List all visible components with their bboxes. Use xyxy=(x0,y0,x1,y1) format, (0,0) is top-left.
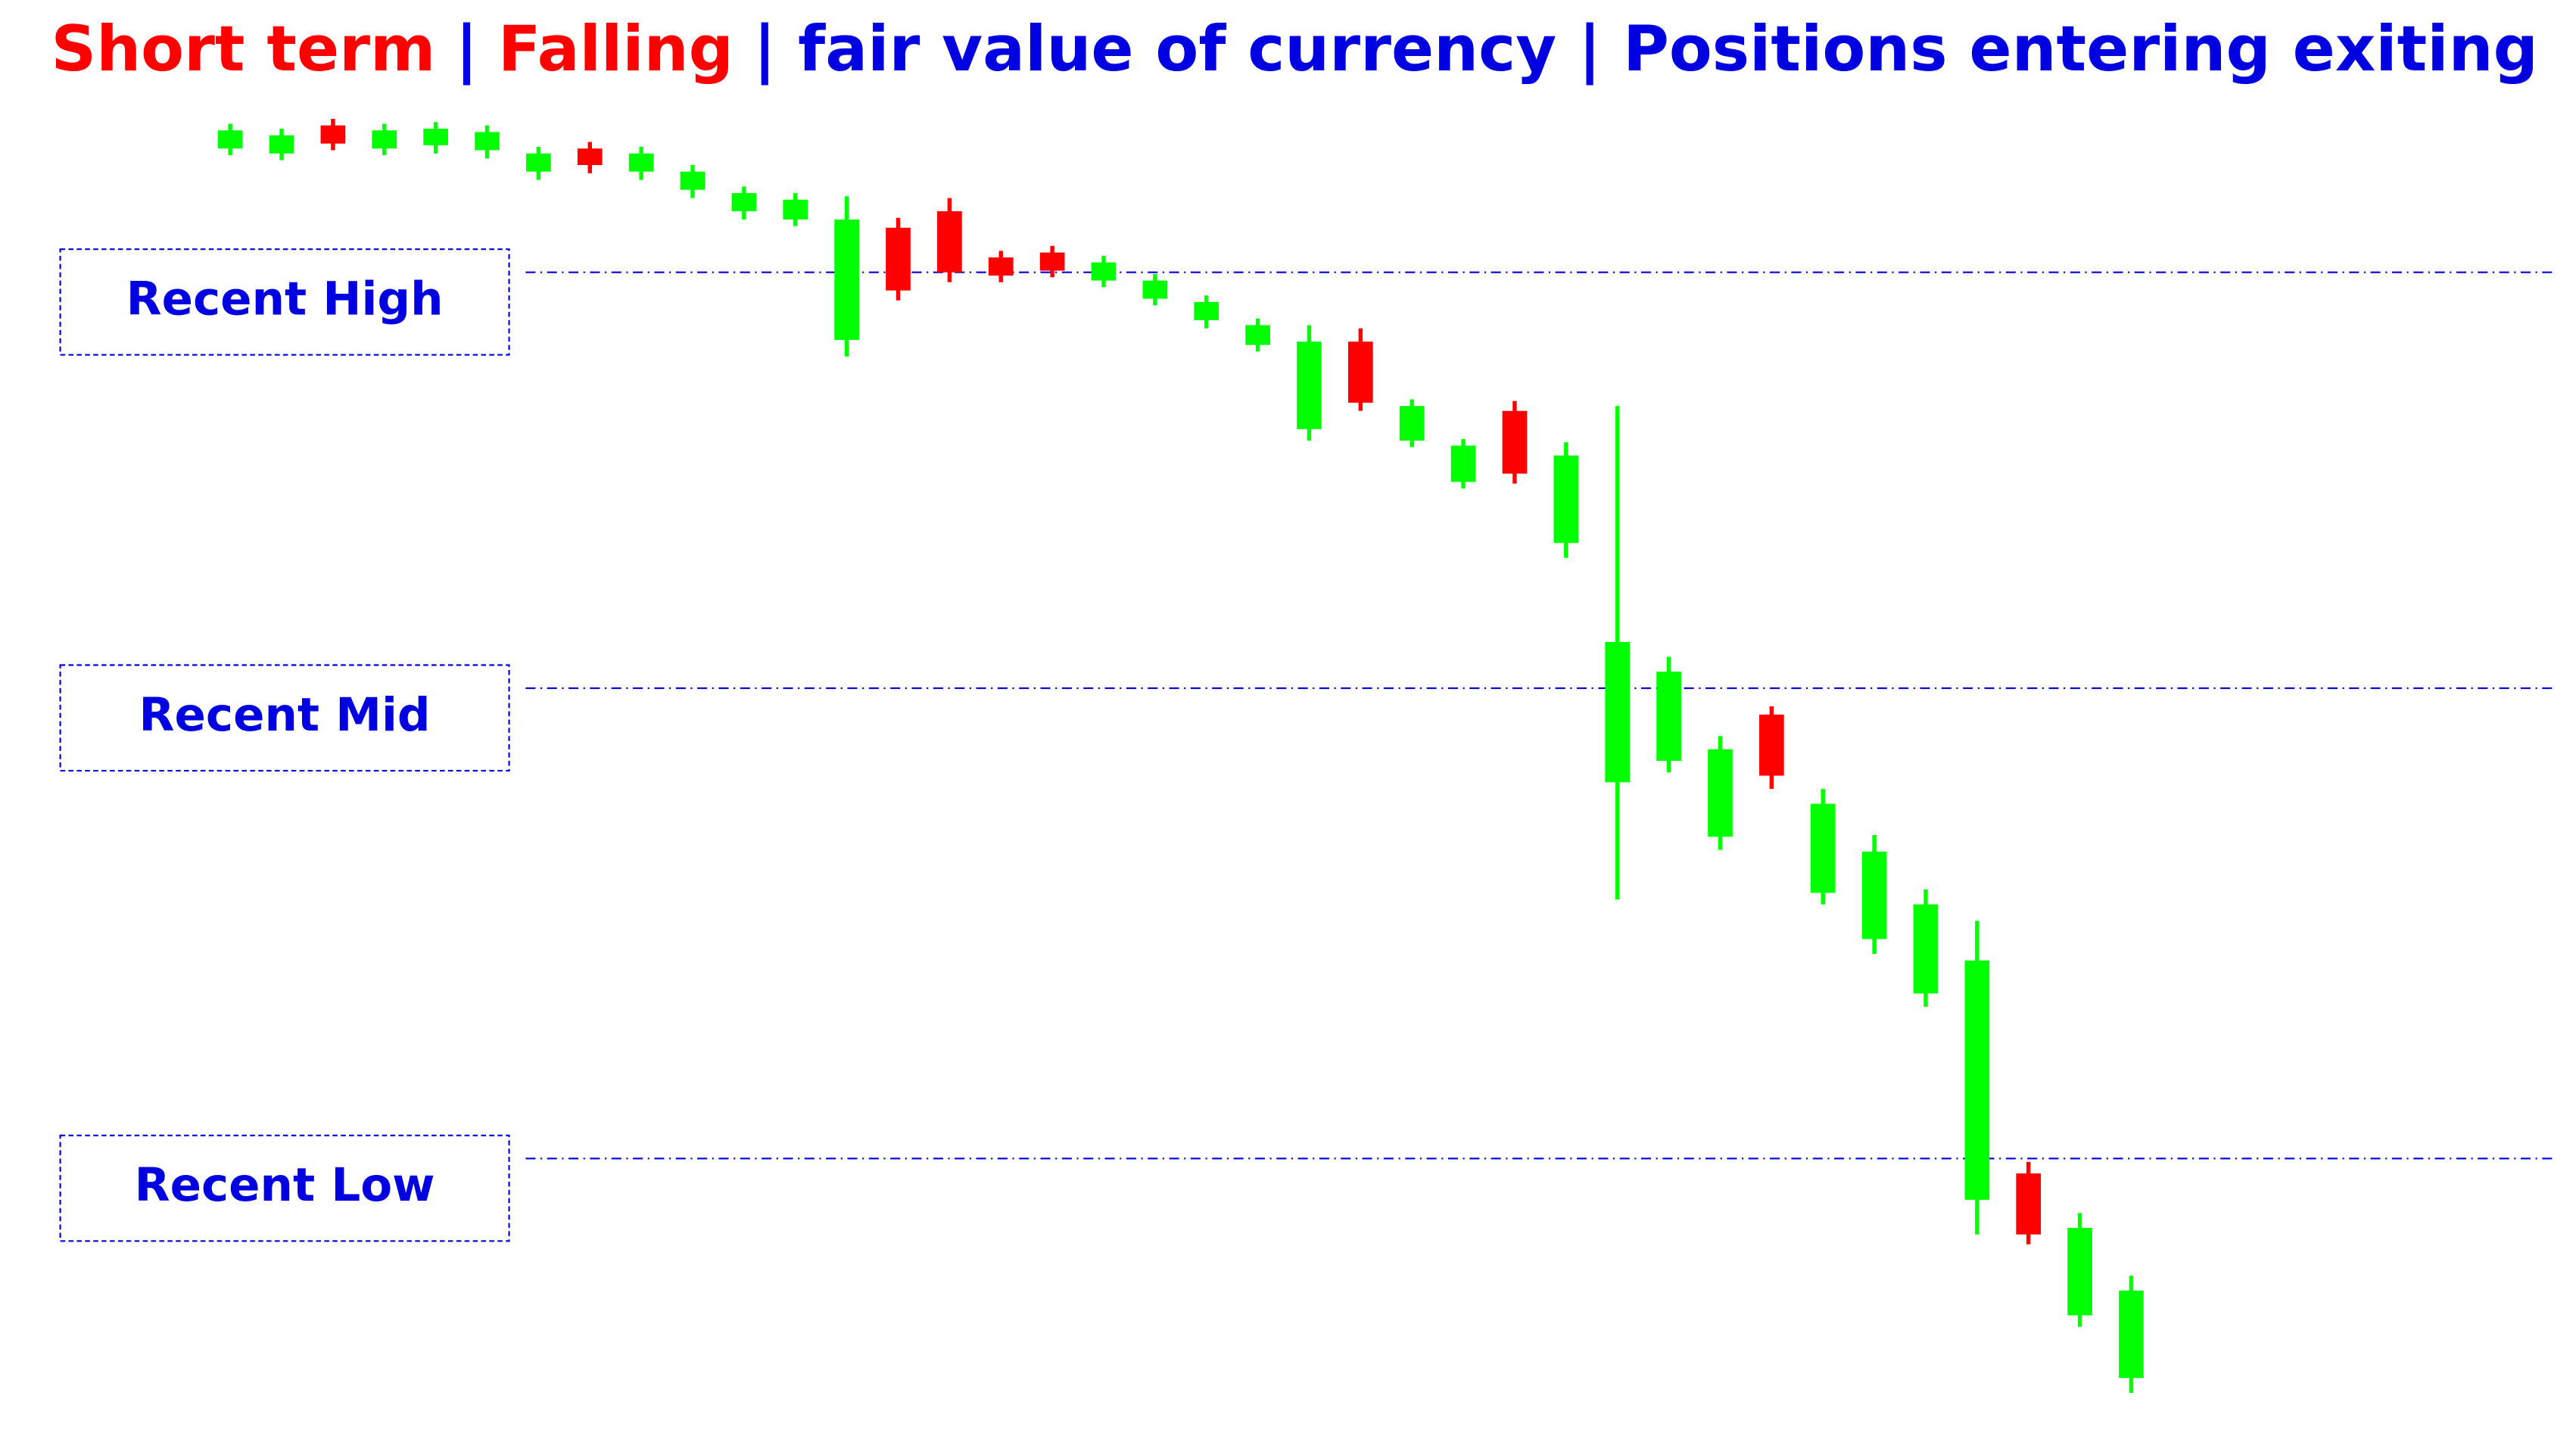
candle-body xyxy=(1810,803,1836,893)
candle-body xyxy=(1399,406,1425,441)
candle-body xyxy=(1348,341,1373,403)
candle-body xyxy=(2119,1290,2144,1379)
chart-title: Short term | Falling | fair value of curren… xyxy=(51,12,2538,86)
candle-body xyxy=(1553,455,1579,544)
title-part: | xyxy=(455,12,478,86)
title-part: Short term xyxy=(51,12,436,86)
candle-body xyxy=(1708,749,1733,837)
candle-body xyxy=(423,129,448,145)
candle-body xyxy=(2016,1173,2042,1235)
candle-body xyxy=(1502,410,1528,474)
candle-body xyxy=(577,148,603,165)
candle-body xyxy=(834,219,859,341)
level-label: Recent Mid xyxy=(139,688,431,742)
candle-body xyxy=(1297,341,1322,429)
candle-body xyxy=(731,193,757,212)
candle-body xyxy=(783,199,808,220)
candle-body xyxy=(1142,280,1168,299)
candle-body xyxy=(2067,1227,2092,1316)
candle-body xyxy=(526,153,551,172)
level-box xyxy=(59,1134,510,1242)
level-box xyxy=(59,248,510,356)
candle-body xyxy=(320,125,346,144)
title-part: | fair value of currency | Positions ent… xyxy=(753,12,2538,86)
candle-body xyxy=(628,153,654,172)
candle-body xyxy=(1964,960,1990,1200)
title-part: Falling xyxy=(498,12,734,86)
candle-body xyxy=(1245,325,1270,345)
candle-body xyxy=(937,211,962,273)
candle-body xyxy=(680,171,706,190)
candle-body xyxy=(1091,262,1117,281)
candle-body xyxy=(988,257,1014,276)
candle-body xyxy=(1605,642,1631,783)
level-label: Recent Low xyxy=(135,1158,435,1212)
candle-body xyxy=(372,130,397,149)
candle-body xyxy=(1656,672,1681,761)
candle-body xyxy=(269,135,294,154)
candle-body xyxy=(1758,714,1784,776)
candle-body xyxy=(475,132,500,151)
candle-body xyxy=(886,227,911,291)
candle-body xyxy=(217,130,243,149)
candle-body xyxy=(1913,904,1939,994)
candle-body xyxy=(1861,851,1887,940)
level-label: Recent High xyxy=(126,273,444,326)
candle-body xyxy=(1039,252,1065,271)
candle-body xyxy=(1194,301,1219,320)
level-box xyxy=(59,664,510,772)
candle-body xyxy=(1450,445,1476,482)
